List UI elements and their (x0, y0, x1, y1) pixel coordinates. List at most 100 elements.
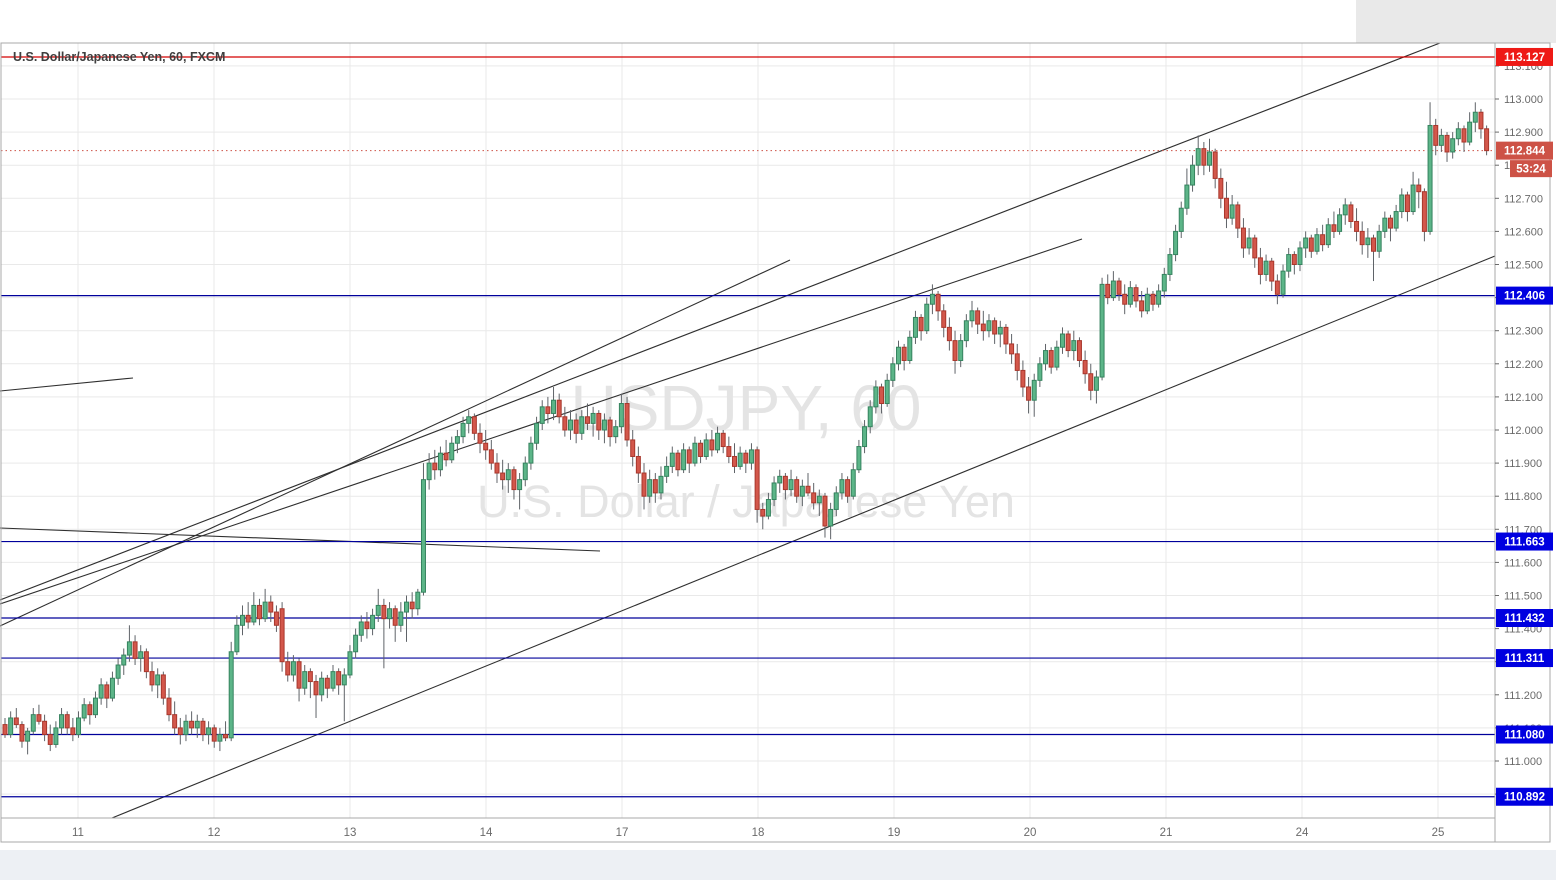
candle (443, 439, 449, 467)
candle-body (500, 472, 506, 481)
candle (1218, 168, 1224, 209)
candle (771, 476, 777, 507)
candle-body (924, 303, 930, 332)
price-axis-label: 111.600 (1504, 557, 1542, 569)
candle (477, 423, 483, 454)
candle (155, 668, 161, 699)
candle (1054, 340, 1060, 371)
trendline-channel-top[interactable] (0, 42, 1441, 601)
candle-body (607, 419, 613, 438)
trendline-channel-bottom[interactable] (111, 255, 1496, 819)
candle (166, 688, 172, 722)
candle (500, 459, 506, 490)
symbol-title[interactable]: U.S. Dollar/Japanese Yen, 60, FXCM (13, 50, 226, 64)
candle-body (1110, 280, 1116, 299)
candle-body (47, 734, 53, 745)
candle (833, 486, 839, 517)
candle (794, 476, 800, 503)
candle-body (1201, 148, 1207, 166)
price-axis-label: 112.200 (1504, 359, 1543, 371)
trendline-fan-line-steep[interactable] (0, 259, 791, 627)
candle (946, 317, 952, 351)
candle (426, 453, 432, 490)
candle (1246, 228, 1252, 255)
candle (353, 628, 359, 659)
candle-body (703, 439, 709, 457)
candle (867, 400, 873, 434)
candle-body (1410, 184, 1416, 213)
candle-body (1467, 121, 1473, 143)
candle (1455, 122, 1461, 146)
candle (200, 717, 206, 742)
candle-body (217, 734, 223, 742)
candle (1450, 132, 1456, 159)
candle (217, 727, 223, 752)
price-axis-label: 112.900 (1504, 127, 1543, 139)
candle (1026, 377, 1032, 414)
time-axis[interactable] (1, 818, 1495, 842)
price-axis-label: 111.800 (1504, 491, 1542, 503)
candle (1059, 327, 1065, 354)
candle (404, 595, 410, 642)
candle-body (601, 419, 607, 431)
candle (1105, 274, 1111, 305)
candle-body (698, 442, 704, 457)
level-badge-label: 111.080 (1504, 730, 1544, 742)
candle-body (1314, 234, 1320, 252)
candle (370, 608, 376, 636)
candle (765, 492, 771, 520)
candle-body (731, 455, 737, 467)
candle (358, 615, 364, 642)
candle (1173, 224, 1179, 262)
candle (726, 436, 732, 464)
candle-body (1303, 237, 1309, 249)
candle (647, 469, 653, 503)
candle-body (969, 310, 975, 322)
candle-body (681, 449, 687, 471)
time-axis-label: 11 (72, 827, 84, 839)
candle-body (415, 591, 421, 610)
candle (992, 317, 998, 344)
candle (1444, 132, 1450, 162)
candle-body (946, 326, 952, 342)
candle (862, 420, 868, 454)
candle-body (449, 442, 455, 461)
price-axis-label: 112.600 (1504, 226, 1543, 238)
candle (839, 473, 845, 500)
candle (850, 463, 856, 500)
time-axis-label: 14 (480, 827, 493, 839)
candle (1088, 363, 1094, 401)
chart-pane[interactable] (1, 43, 1495, 818)
candle-body (358, 621, 364, 636)
candle (1325, 218, 1331, 248)
candle-body (70, 727, 76, 736)
candle-body (788, 479, 794, 491)
candle (754, 446, 760, 523)
candle (279, 602, 285, 672)
candle-body (1393, 211, 1399, 229)
candle-body (104, 684, 110, 699)
trendline-flat-line-mid-left[interactable] (0, 527, 601, 552)
candle (92, 691, 98, 718)
candle (1484, 125, 1490, 156)
candle (1009, 334, 1015, 364)
candle-body (1320, 234, 1326, 246)
price-axis-label: 111.000 (1504, 756, 1542, 768)
trendline-short-line-upper-left[interactable] (0, 377, 134, 392)
candle (1116, 277, 1122, 301)
candle-body (709, 439, 715, 451)
candle (799, 479, 805, 507)
candle-body (895, 346, 901, 365)
candle-body (568, 419, 573, 431)
candle (42, 714, 48, 742)
candle (1076, 337, 1082, 368)
price-axis-label: 113.000 (1504, 94, 1543, 106)
time-axis-label: 20 (1024, 827, 1037, 839)
candle (211, 724, 217, 748)
candle (1043, 343, 1049, 371)
candle-body (166, 697, 172, 716)
level-price-badge: 111.080 (1496, 725, 1553, 744)
candle-body (992, 320, 998, 335)
candle (958, 334, 964, 368)
level-price-badge: 111.663 (1496, 532, 1553, 551)
